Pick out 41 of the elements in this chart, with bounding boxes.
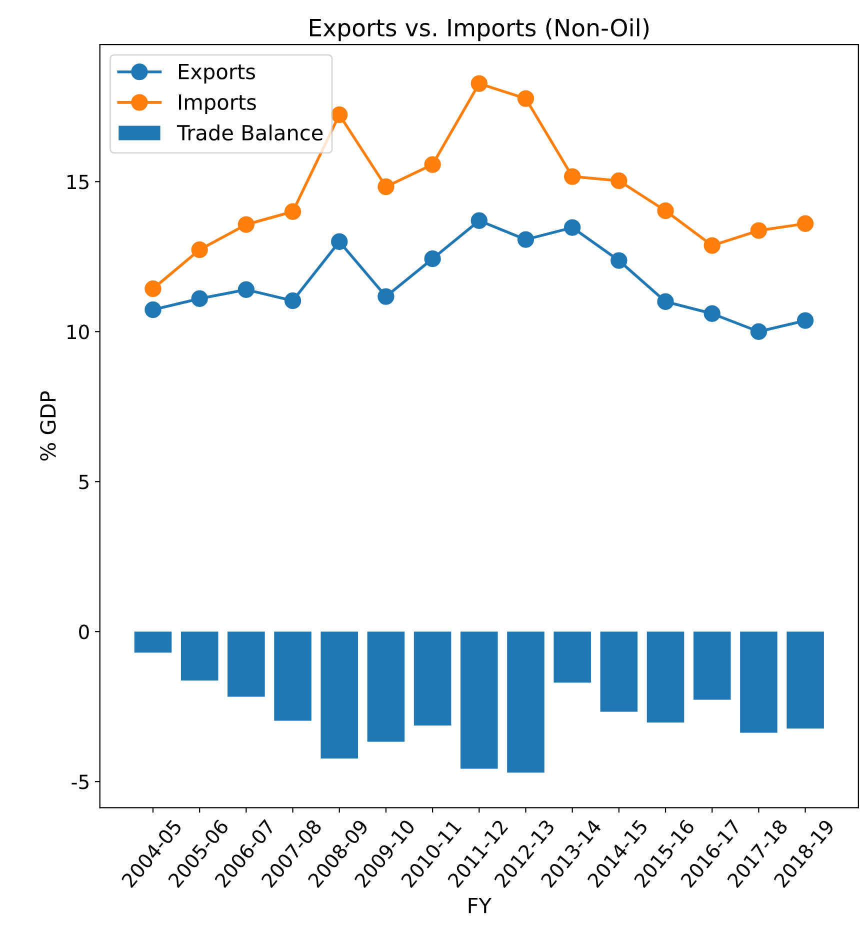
legend-label: Exports [179,64,255,84]
point [704,305,720,322]
point [517,90,534,107]
x-axis-title: FY [468,898,492,914]
y-tick-label: 15 [68,174,88,190]
point [796,312,814,329]
point [144,301,162,318]
point [517,231,534,248]
y-tick-label: 0 [79,624,89,640]
y-tick-label: 5 [79,474,88,490]
point [564,168,581,185]
point [657,293,674,310]
point [750,222,768,239]
y-tick-label: -5 [72,774,88,790]
point [191,290,208,307]
point [238,216,255,233]
point [610,172,628,190]
point [424,250,441,268]
legend-label: Imports [179,94,256,114]
point [378,288,394,305]
point [657,202,674,220]
point [610,252,628,269]
point [796,215,814,232]
point [238,281,255,298]
point [331,233,348,250]
point [470,212,488,229]
point [144,280,162,298]
y-tick-label: 10 [68,324,89,340]
point [424,156,441,173]
point [564,219,581,236]
point [470,75,488,92]
y-axis-title: % GDP [40,391,56,461]
point [704,237,720,254]
point [331,106,348,124]
chart-title: Exports vs. Imports (Non-Oil) [310,18,649,42]
point [284,203,302,220]
point [191,241,208,258]
point [284,292,302,310]
legend-label: Trade Balance [176,124,323,141]
point [378,178,394,196]
point [750,323,768,340]
